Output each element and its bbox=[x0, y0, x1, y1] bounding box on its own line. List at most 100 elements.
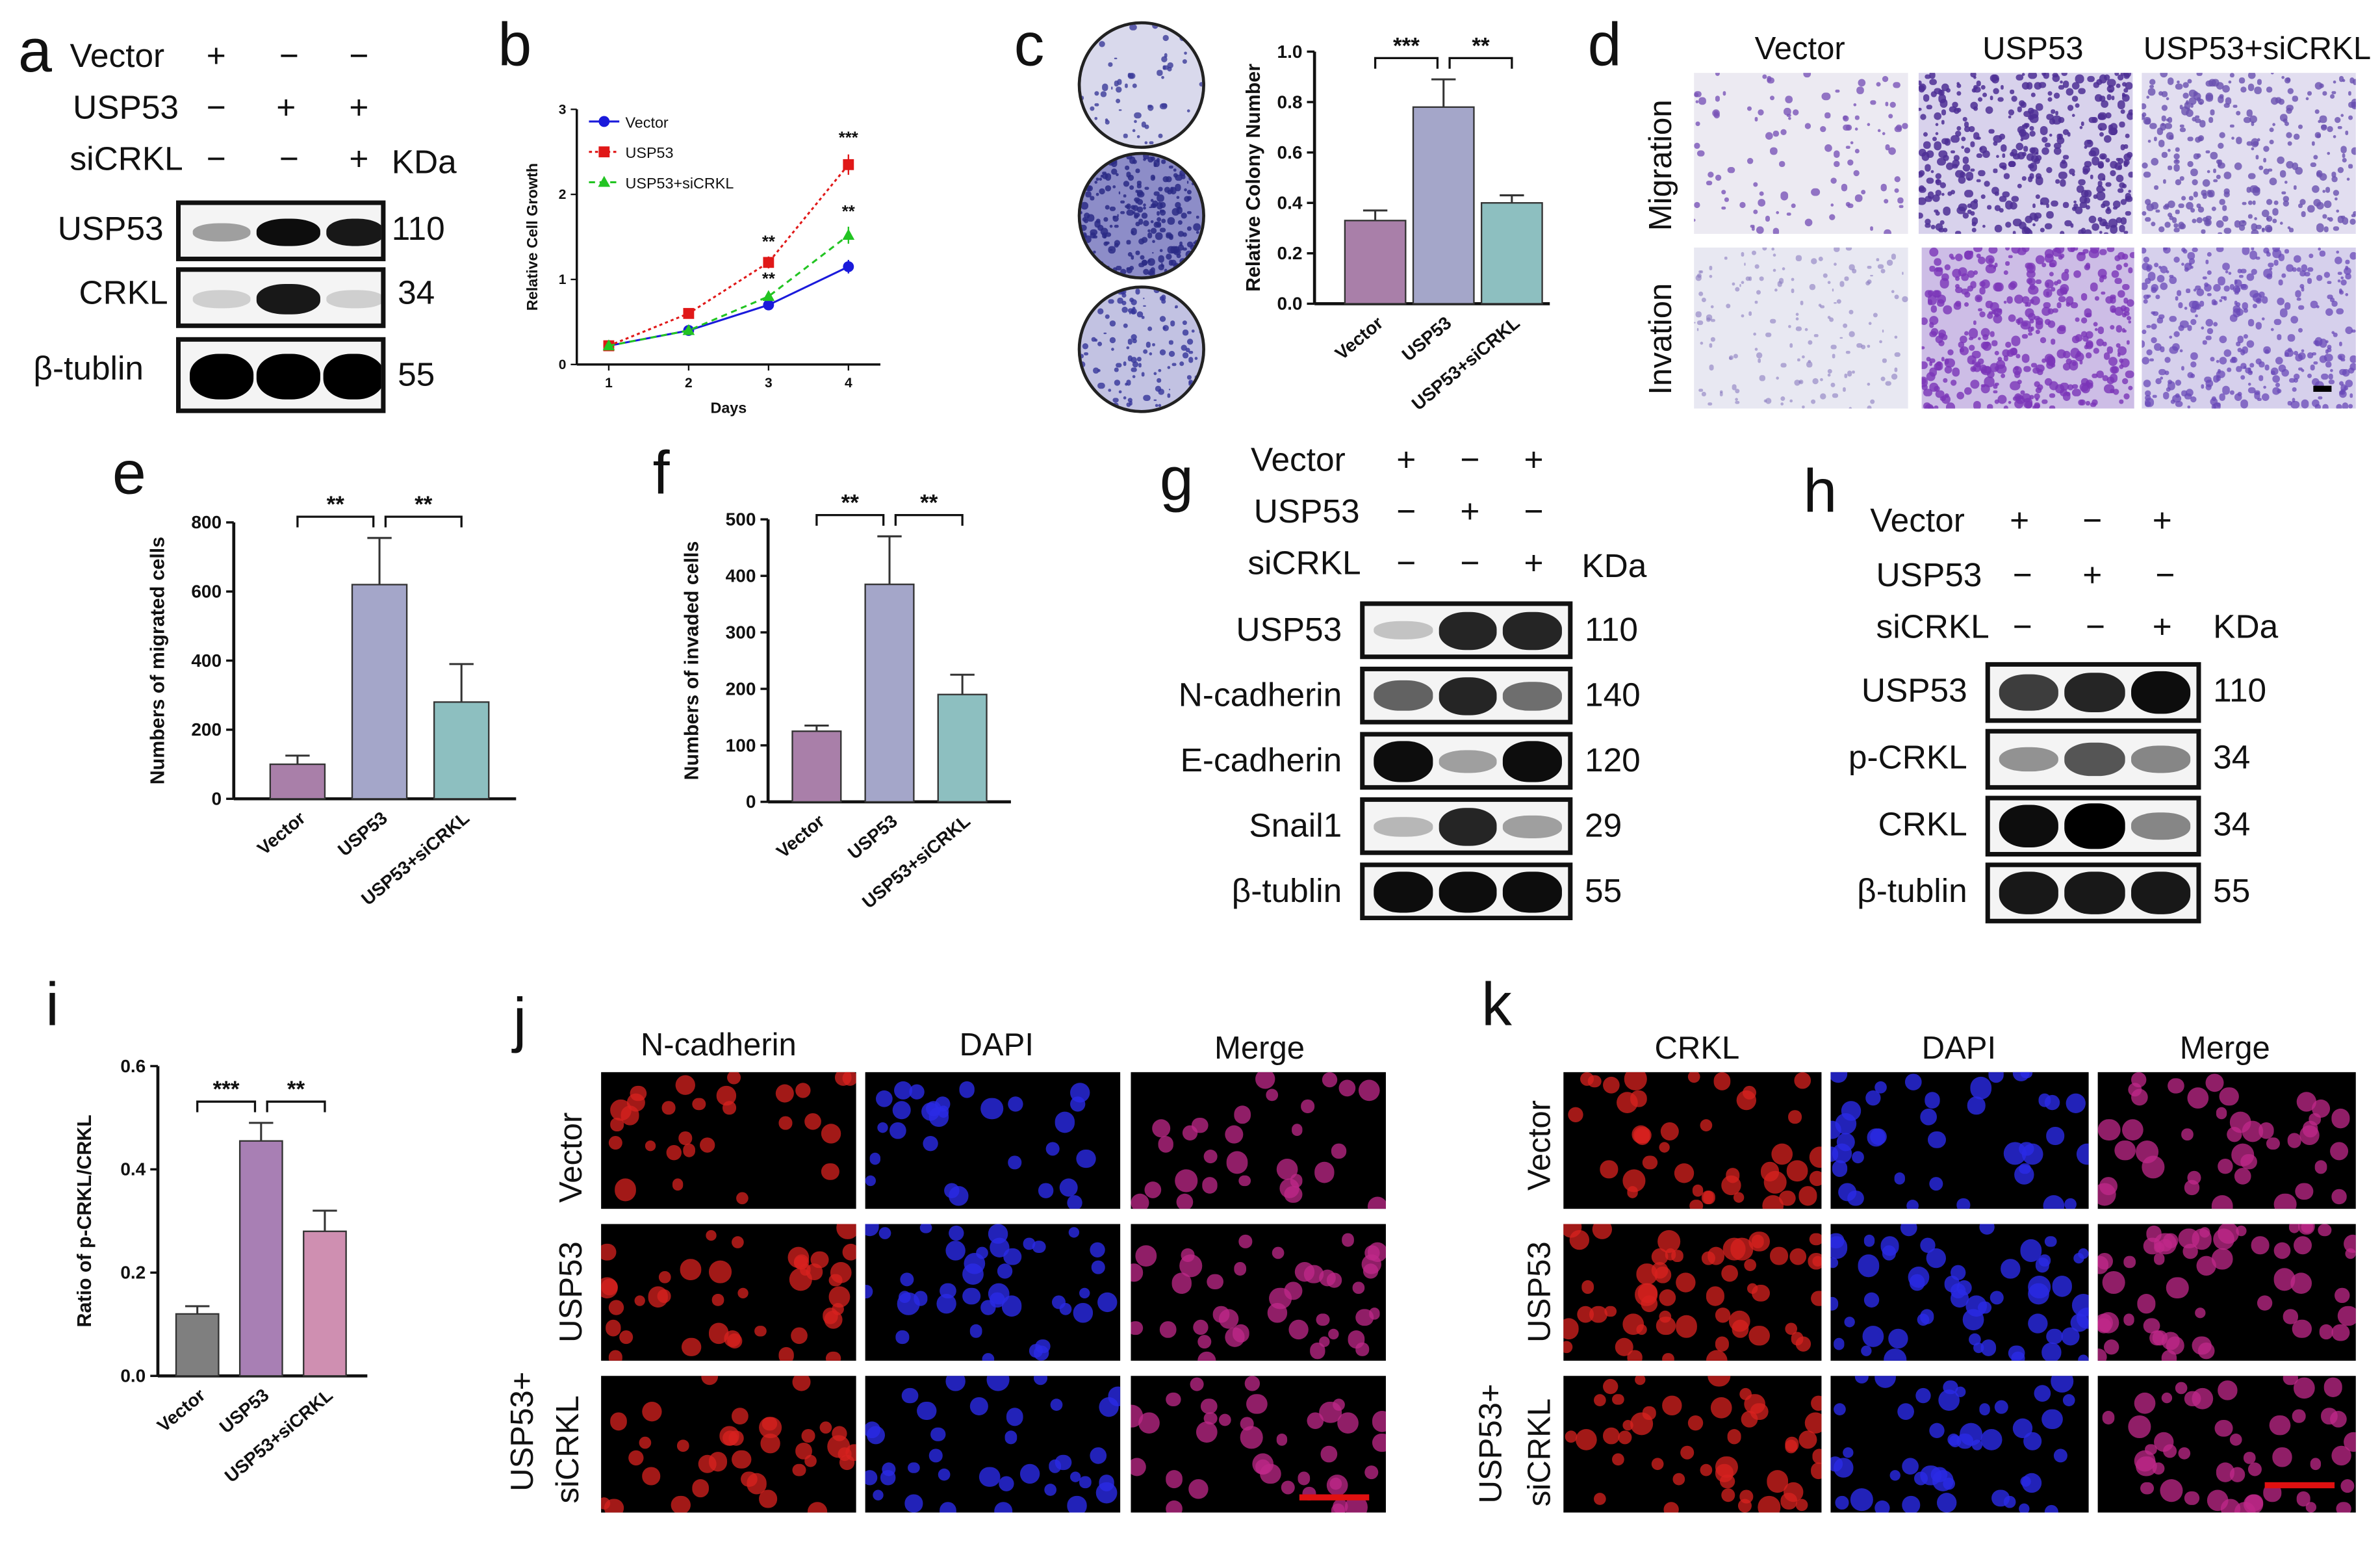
cell bbox=[1887, 260, 1893, 266]
cell bbox=[1326, 1474, 1348, 1496]
cell bbox=[2296, 267, 2301, 272]
cell bbox=[2014, 399, 2024, 409]
cell bbox=[2278, 254, 2285, 261]
cell bbox=[1090, 130, 1095, 134]
cell bbox=[1751, 226, 1755, 231]
cell bbox=[1051, 1295, 1066, 1309]
cell bbox=[1770, 1246, 1788, 1265]
cell bbox=[1157, 70, 1162, 75]
cell bbox=[2318, 247, 2322, 251]
cell bbox=[1109, 320, 1116, 327]
cell bbox=[1951, 149, 1955, 153]
cell bbox=[980, 1097, 1004, 1120]
cell bbox=[1844, 374, 1848, 378]
cell bbox=[2045, 279, 2054, 289]
significance-label: ** bbox=[762, 233, 775, 251]
cell bbox=[1176, 1193, 1194, 1209]
cell bbox=[1084, 172, 1089, 177]
cell bbox=[2033, 82, 2041, 90]
cell bbox=[1964, 122, 1969, 127]
cell bbox=[700, 1376, 718, 1386]
cell bbox=[1142, 220, 1149, 227]
cell bbox=[682, 1337, 702, 1356]
cell bbox=[1765, 398, 1771, 405]
cell bbox=[2210, 398, 2218, 406]
data-point bbox=[843, 261, 854, 272]
cell bbox=[2173, 164, 2181, 172]
cell bbox=[2126, 151, 2133, 159]
cell bbox=[2090, 175, 2093, 179]
cell bbox=[2337, 1305, 2356, 1327]
cell bbox=[1992, 315, 2002, 324]
cell bbox=[1135, 1245, 1157, 1267]
cell bbox=[1772, 268, 1776, 273]
cell bbox=[1160, 201, 1166, 208]
cell bbox=[1098, 271, 1103, 277]
cell bbox=[1941, 84, 1949, 92]
cell bbox=[738, 1287, 749, 1298]
cell bbox=[1153, 398, 1157, 402]
cell bbox=[2079, 229, 2085, 234]
cell bbox=[1145, 342, 1151, 348]
data-point bbox=[602, 339, 615, 351]
cell bbox=[1115, 173, 1120, 177]
cell bbox=[2164, 370, 2170, 376]
cell bbox=[1943, 378, 1948, 383]
y-tick-label: 0.0 bbox=[120, 1366, 146, 1386]
cell bbox=[2328, 374, 2334, 380]
cell bbox=[2071, 82, 2080, 90]
cell bbox=[2015, 354, 2021, 359]
cell bbox=[1105, 186, 1112, 192]
cell bbox=[2255, 322, 2262, 329]
cell bbox=[2262, 317, 2266, 321]
cell bbox=[1191, 181, 1195, 185]
cell bbox=[1159, 248, 1163, 252]
cell bbox=[2022, 73, 2026, 77]
panel-label-i: i bbox=[45, 972, 59, 1039]
cell bbox=[1694, 201, 1700, 209]
cell bbox=[2101, 290, 2106, 296]
cell bbox=[732, 1449, 751, 1469]
blot-row-label: USP53 bbox=[1861, 671, 1967, 710]
cell bbox=[2093, 82, 2099, 88]
cell bbox=[2252, 201, 2257, 205]
cell bbox=[1743, 263, 1747, 266]
cell bbox=[1904, 1074, 1921, 1090]
cell bbox=[1068, 1496, 1087, 1513]
cell bbox=[1964, 125, 1970, 132]
cell bbox=[1123, 322, 1129, 328]
cell bbox=[988, 1224, 1008, 1244]
cell bbox=[2150, 357, 2155, 362]
cell bbox=[1143, 269, 1149, 276]
cell bbox=[2040, 201, 2043, 206]
cell bbox=[1132, 205, 1138, 212]
cell bbox=[2179, 348, 2183, 352]
cell bbox=[1032, 1241, 1045, 1254]
cell bbox=[1894, 175, 1901, 183]
cell bbox=[1369, 1308, 1381, 1319]
cell bbox=[2028, 331, 2032, 337]
cell bbox=[1180, 344, 1187, 352]
cell bbox=[1939, 183, 1947, 189]
cell bbox=[1082, 400, 1086, 404]
cell bbox=[2229, 1433, 2242, 1447]
cell bbox=[2242, 201, 2247, 205]
cell bbox=[658, 1289, 671, 1304]
cell bbox=[1158, 1136, 1174, 1153]
cell bbox=[2081, 317, 2088, 324]
cell bbox=[1105, 231, 1112, 238]
cell bbox=[1191, 163, 1198, 170]
cell bbox=[2063, 1393, 2076, 1406]
cell bbox=[2041, 1408, 2063, 1430]
band bbox=[192, 223, 251, 242]
cell bbox=[2116, 325, 2123, 333]
cell bbox=[1939, 219, 1945, 224]
cell bbox=[1988, 129, 1994, 134]
cell bbox=[975, 1246, 988, 1259]
cell bbox=[1852, 1151, 1865, 1163]
cell bbox=[1958, 203, 1967, 212]
cell bbox=[1138, 262, 1144, 268]
cell bbox=[1655, 1267, 1672, 1283]
cell bbox=[1190, 1378, 1204, 1392]
row-label: Migration bbox=[1644, 99, 1679, 231]
